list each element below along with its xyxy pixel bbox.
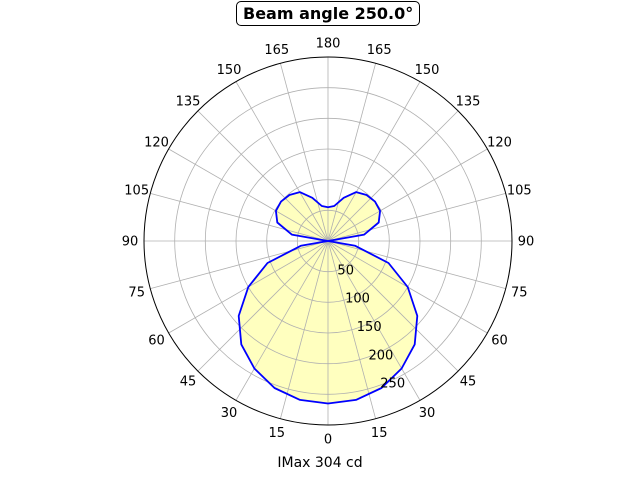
angle-tick-label: 135 — [456, 95, 481, 110]
data-series-line — [237, 191, 419, 405]
angular-gridline — [197, 110, 329, 242]
x-axis-label: IMax 304 cd — [277, 455, 363, 471]
angle-tick-label: 120 — [487, 136, 512, 151]
angle-tick-label: 135 — [176, 95, 201, 110]
angular-gridline — [150, 193, 329, 242]
angular-gridline — [327, 81, 421, 242]
angular-gridline — [327, 63, 376, 242]
radial-tick-label: 150 — [357, 320, 382, 335]
angular-gridline — [197, 240, 329, 372]
angular-gridline — [327, 240, 421, 401]
angle-tick-label: 105 — [507, 183, 532, 198]
angle-tick-label: 30 — [419, 406, 436, 421]
angular-gridline — [235, 240, 329, 401]
angular-gridline — [235, 81, 329, 242]
angle-tick-label: 60 — [148, 334, 165, 349]
angle-tick-label: 180 — [316, 37, 341, 52]
angle-tick-label: 0 — [324, 433, 332, 448]
radial-tick-label: 50 — [337, 263, 354, 278]
radial-tick-label: 100 — [345, 292, 370, 307]
angular-gridline — [150, 240, 329, 289]
angle-tick-label: 150 — [217, 63, 242, 78]
angle-tick-label: 75 — [128, 286, 145, 301]
radial-tick-label: 200 — [368, 348, 393, 363]
angular-gridline — [327, 110, 459, 242]
angle-tick-label: 75 — [511, 286, 528, 301]
angle-tick-label: 45 — [460, 375, 477, 390]
angular-gridline — [327, 193, 506, 242]
angle-tick-label: 165 — [367, 43, 392, 58]
angle-tick-label: 60 — [491, 334, 508, 349]
angular-gridline — [280, 240, 329, 419]
angle-tick-label: 120 — [144, 136, 169, 151]
angular-gridline — [280, 63, 329, 242]
chart-title: Beam angle 250.0° — [236, 1, 421, 26]
angle-tick-label: 15 — [371, 426, 388, 441]
angular-gridline — [168, 148, 329, 242]
angle-tick-label: 15 — [269, 426, 286, 441]
angular-gridline — [327, 240, 459, 372]
angle-tick-label: 90 — [518, 235, 535, 250]
angle-tick-label: 105 — [124, 183, 149, 198]
angular-gridline — [327, 240, 506, 289]
angle-tick-label: 45 — [180, 375, 197, 390]
angle-tick-label: 30 — [221, 406, 238, 421]
angular-gridline — [327, 148, 488, 242]
radial-tick-label: 250 — [380, 377, 405, 392]
polar-frame — [143, 56, 513, 426]
angle-tick-label: 165 — [264, 43, 289, 58]
angle-tick-label: 90 — [122, 235, 139, 250]
angular-gridline — [327, 240, 376, 419]
angle-tick-label: 150 — [415, 63, 440, 78]
